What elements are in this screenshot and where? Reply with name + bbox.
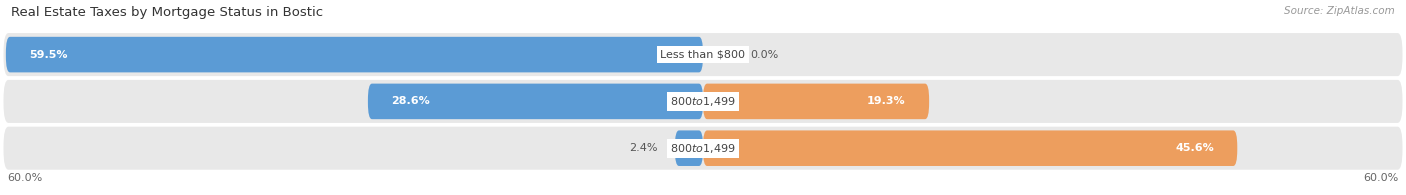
Text: 19.3%: 19.3%: [868, 96, 905, 106]
FancyBboxPatch shape: [3, 127, 1403, 170]
Text: 60.0%: 60.0%: [7, 173, 42, 183]
Text: 0.0%: 0.0%: [749, 50, 778, 60]
Text: $800 to $1,499: $800 to $1,499: [671, 95, 735, 108]
Text: 28.6%: 28.6%: [391, 96, 430, 106]
FancyBboxPatch shape: [3, 80, 1403, 123]
Text: $800 to $1,499: $800 to $1,499: [671, 142, 735, 155]
FancyBboxPatch shape: [368, 84, 703, 119]
Text: 59.5%: 59.5%: [30, 50, 67, 60]
Text: Source: ZipAtlas.com: Source: ZipAtlas.com: [1284, 6, 1395, 16]
Text: Less than $800: Less than $800: [661, 50, 745, 60]
FancyBboxPatch shape: [3, 33, 1403, 76]
Text: Real Estate Taxes by Mortgage Status in Bostic: Real Estate Taxes by Mortgage Status in …: [11, 6, 323, 19]
Text: 45.6%: 45.6%: [1175, 143, 1213, 153]
FancyBboxPatch shape: [703, 84, 929, 119]
FancyBboxPatch shape: [703, 130, 1237, 166]
FancyBboxPatch shape: [675, 130, 703, 166]
Text: 2.4%: 2.4%: [628, 143, 657, 153]
FancyBboxPatch shape: [6, 37, 703, 72]
Text: 60.0%: 60.0%: [1364, 173, 1399, 183]
